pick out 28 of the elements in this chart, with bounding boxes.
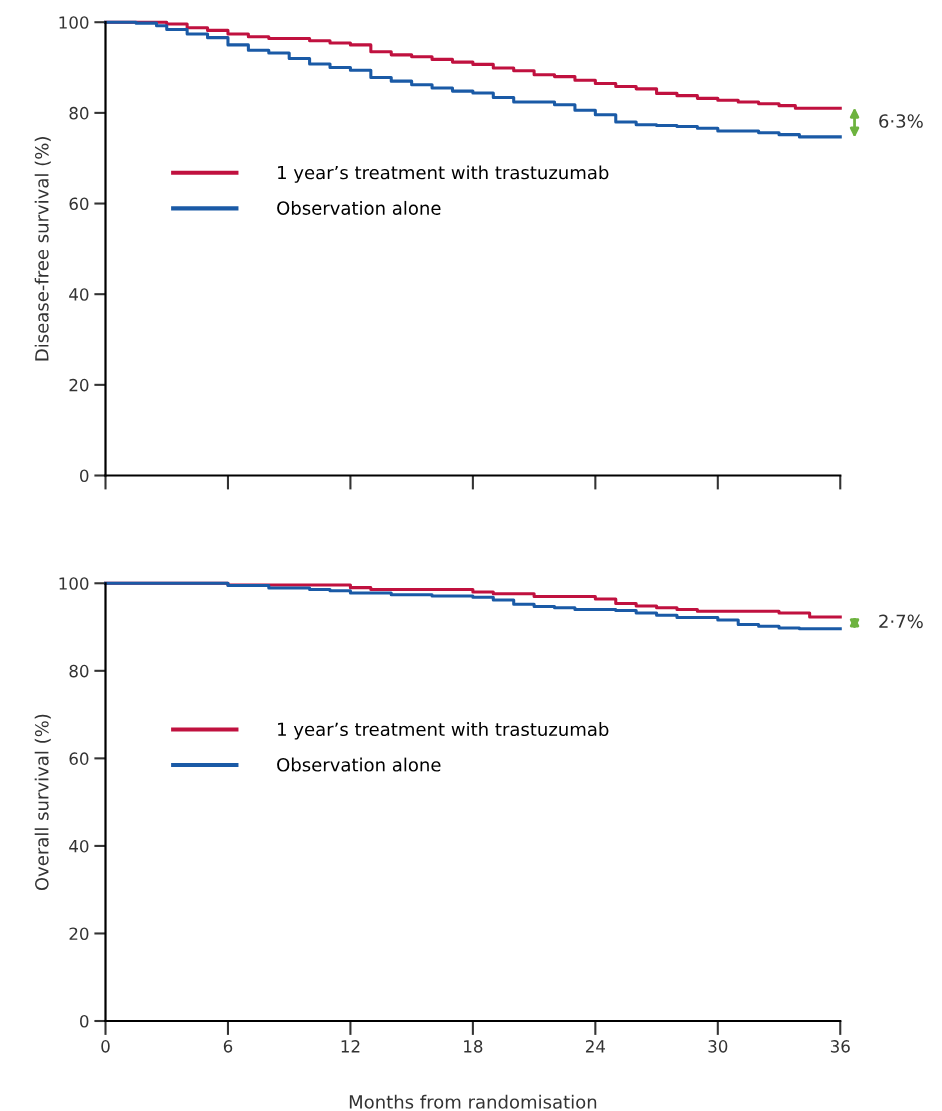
y-tick-label: 100 <box>59 16 89 29</box>
x-tick-label: 24 <box>585 1040 606 1053</box>
y-tick-label: 80 <box>69 664 89 678</box>
y-tick-label: 100 <box>59 577 89 590</box>
y-tick-label: 0 <box>80 1014 89 1028</box>
y-tick-label: 60 <box>69 752 89 765</box>
legend-label: 1 year’s treatment with trastuzumab <box>278 165 609 183</box>
legend-label: 1 year’s treatment with trastuzumab <box>278 722 609 740</box>
x-tick-label: 0 <box>101 1040 110 1053</box>
x-tick-label: 6 <box>223 1040 233 1053</box>
text: 2·7% <box>879 614 923 629</box>
y-tick-label: 0 <box>80 469 89 483</box>
y-tick-label: 80 <box>69 106 89 120</box>
text: 6·3% <box>879 114 923 128</box>
x-axis-title: Months from randomisation <box>349 1094 597 1109</box>
y-tick-label: 40 <box>69 288 89 301</box>
x-tick-label: 30 <box>708 1040 728 1053</box>
y-axis-title: Overall survival (%) <box>34 714 51 891</box>
x-tick-label: 18 <box>464 1040 483 1053</box>
y-tick-label: 20 <box>69 927 89 941</box>
x-tick-label: 36 <box>830 1040 850 1053</box>
y-tick-label: 60 <box>69 197 89 211</box>
x-tick-label: 12 <box>341 1040 360 1053</box>
legend-label: Observation alone <box>277 757 441 772</box>
y-tick-label: 20 <box>69 378 89 392</box>
y-axis-title: Disease-free survival (%) <box>34 137 51 361</box>
y-tick-label: 40 <box>69 839 89 853</box>
legend-label: Observation alone <box>277 200 441 215</box>
